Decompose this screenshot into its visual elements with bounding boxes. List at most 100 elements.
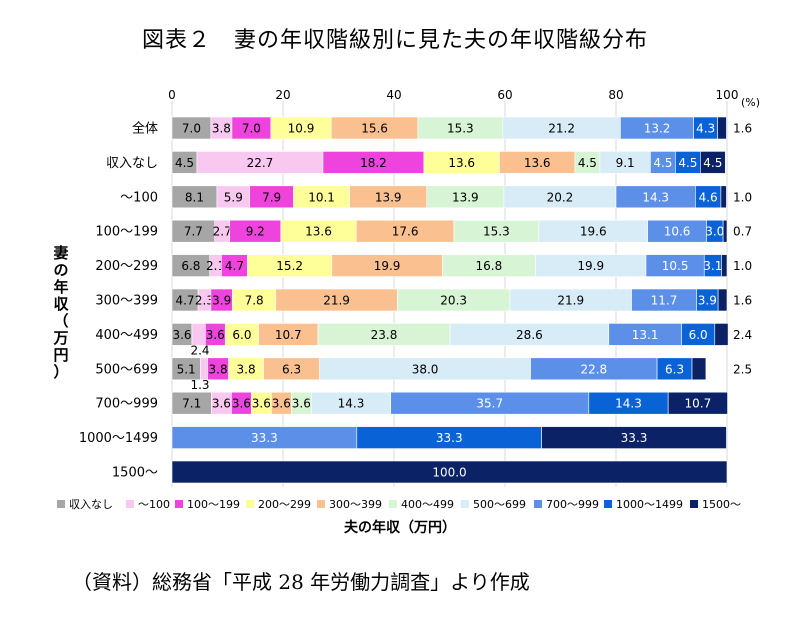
source-note: （資料）総務省「平成 28 年労働力調査」より作成: [72, 570, 530, 594]
legend-label: 300～399: [329, 498, 382, 511]
data-label: 3.6: [172, 328, 191, 342]
y-category-label: 100～199: [95, 225, 158, 240]
bar-segment: [541, 426, 727, 449]
data-label: 13.6: [305, 225, 332, 239]
data-label: 19.9: [374, 259, 401, 273]
legend-swatch: [534, 500, 542, 508]
y-category-label: 400～499: [95, 328, 158, 343]
legend-swatch: [57, 500, 65, 508]
data-label: 21.9: [557, 294, 584, 308]
data-label: 38.0: [412, 362, 439, 376]
legend-label: ～100: [138, 498, 170, 511]
data-label: 3.6: [206, 328, 225, 342]
data-label: 3.6: [272, 397, 291, 411]
bar-row: 7.0 3.8 7.0 10.9 15.6 15.3 21.2 13.2 4.3: [171, 116, 727, 140]
data-label: 4.5: [678, 156, 697, 170]
outside-data-label: 1.0: [733, 259, 752, 273]
bar-row: 7.1 3.6 3.6 3.6 3.6 3.6 14.3 35.7 14.3 10.7: [171, 391, 728, 415]
y-category-label: 全体: [132, 121, 158, 137]
data-label: 15.2: [276, 259, 303, 273]
x-axis-label: 夫の年収（万円）: [344, 519, 456, 536]
legend-label: 100～199: [187, 498, 240, 511]
data-label: 4.5: [578, 156, 597, 170]
legend-swatch: [690, 500, 698, 508]
bar-segment: [191, 323, 206, 346]
bar-row: 7.7 2.7 9.2 13.6 17.6 15.3 19.6 10.6 3.0: [171, 219, 728, 243]
data-label: 28.6: [516, 328, 543, 342]
data-label: 22.8: [580, 362, 607, 376]
legend-item: 100～199: [175, 498, 240, 511]
data-label: 2.7: [213, 225, 232, 239]
legend-swatch: [461, 500, 469, 508]
bar-segment: [700, 151, 726, 174]
data-label: 8.1: [185, 190, 204, 204]
legend-swatch: [246, 500, 254, 508]
data-label: 4.7: [225, 259, 244, 273]
outside-data-label: 1.6: [733, 294, 752, 308]
legend-item: 500～699: [461, 498, 526, 511]
data-label: 5.9: [224, 190, 243, 204]
data-label: 23.8: [371, 328, 398, 342]
bar-row: 3.6 3.6 6.0 10.7 23.8 28.6 13.1 6.0: [171, 323, 729, 346]
x-axis-ticks: 0 20 40 60 80 100: [168, 88, 738, 102]
data-label: 13.9: [375, 190, 402, 204]
data-label: 4.3: [696, 122, 715, 136]
y-category-label: 500～699: [95, 362, 158, 377]
data-label: 4.6: [699, 190, 718, 204]
legend-item: 1500～: [690, 498, 741, 511]
x-tick-label: 20: [275, 88, 290, 102]
data-label: 19.6: [580, 225, 607, 239]
bar-row: 6.8 2.1 4.7 15.2 19.9 16.8 19.9 10.5 3.1: [171, 254, 728, 277]
data-label: 3.9: [698, 294, 717, 308]
data-label: 21.9: [323, 294, 350, 308]
data-label: 3.6: [212, 397, 231, 411]
legend-label: 収入なし: [69, 498, 113, 511]
y-category-label: 700～999: [95, 397, 158, 412]
data-label: 3.8: [237, 362, 256, 376]
data-label: 6.3: [282, 362, 301, 376]
y-category-label: ～100: [120, 190, 158, 205]
data-label: 17.6: [392, 225, 419, 239]
data-label: 11.7: [651, 294, 678, 308]
legend-label: 200～299: [258, 498, 311, 511]
data-label: 15.3: [483, 225, 510, 239]
legend-label: 1000～1499: [616, 498, 683, 511]
legend-swatch: [389, 500, 397, 508]
data-label: 14.3: [642, 190, 669, 204]
data-label: 13.1: [632, 328, 659, 342]
data-label: 7.0: [182, 122, 201, 136]
data-label: 13.6: [524, 156, 551, 170]
data-label: 6.8: [181, 259, 200, 273]
data-label: 6.3: [665, 362, 684, 376]
bar-row: 33.3 33.3 33.3: [171, 426, 727, 449]
data-label: 15.6: [361, 122, 388, 136]
data-label: 10.7: [685, 397, 712, 411]
y-category-label: 200～299: [95, 259, 158, 274]
data-label: 10.7: [275, 328, 302, 342]
outside-data-label: 1.0: [733, 190, 752, 204]
data-label: 3.0: [705, 225, 724, 239]
bar-segment: [722, 219, 728, 243]
data-label: 13.9: [452, 190, 479, 204]
bar-row: 4.5 22.7 18.2 13.6 13.6 4.5 9.1 4.5 4.5 4.5: [171, 151, 726, 174]
legend-swatch: [175, 500, 183, 508]
data-label: 4.7: [175, 294, 194, 308]
legend-item: 700～999: [534, 498, 599, 511]
data-label: 7.7: [184, 225, 203, 239]
data-label: 15.3: [447, 122, 474, 136]
bar-series: 7.0 3.8 7.0 10.9 15.6 15.3 21.2 13.2 4.3 4.5 22.7 1…: [171, 116, 752, 484]
data-label: 9.1: [616, 156, 635, 170]
bar-row: 5.1 3.8 3.8 6.3 38.0 22.8 6.3: [171, 357, 707, 381]
data-label: 2.3: [195, 294, 214, 308]
legend-item: 収入なし: [57, 498, 113, 511]
data-label: 13.2: [644, 122, 671, 136]
data-label: 7.9: [262, 190, 281, 204]
bar-row: 8.1 5.9 7.9 10.1 13.9 13.9 20.2 14.3 4.6: [171, 185, 727, 209]
legend-item: 300～399: [317, 498, 382, 511]
legend-label: 500～699: [473, 498, 526, 511]
below-data-label: 2.4: [190, 343, 209, 357]
data-label: 6.0: [689, 328, 708, 342]
bar-segment: [691, 357, 707, 381]
data-label: 3.1: [703, 259, 722, 273]
bar-segment: [717, 288, 728, 312]
